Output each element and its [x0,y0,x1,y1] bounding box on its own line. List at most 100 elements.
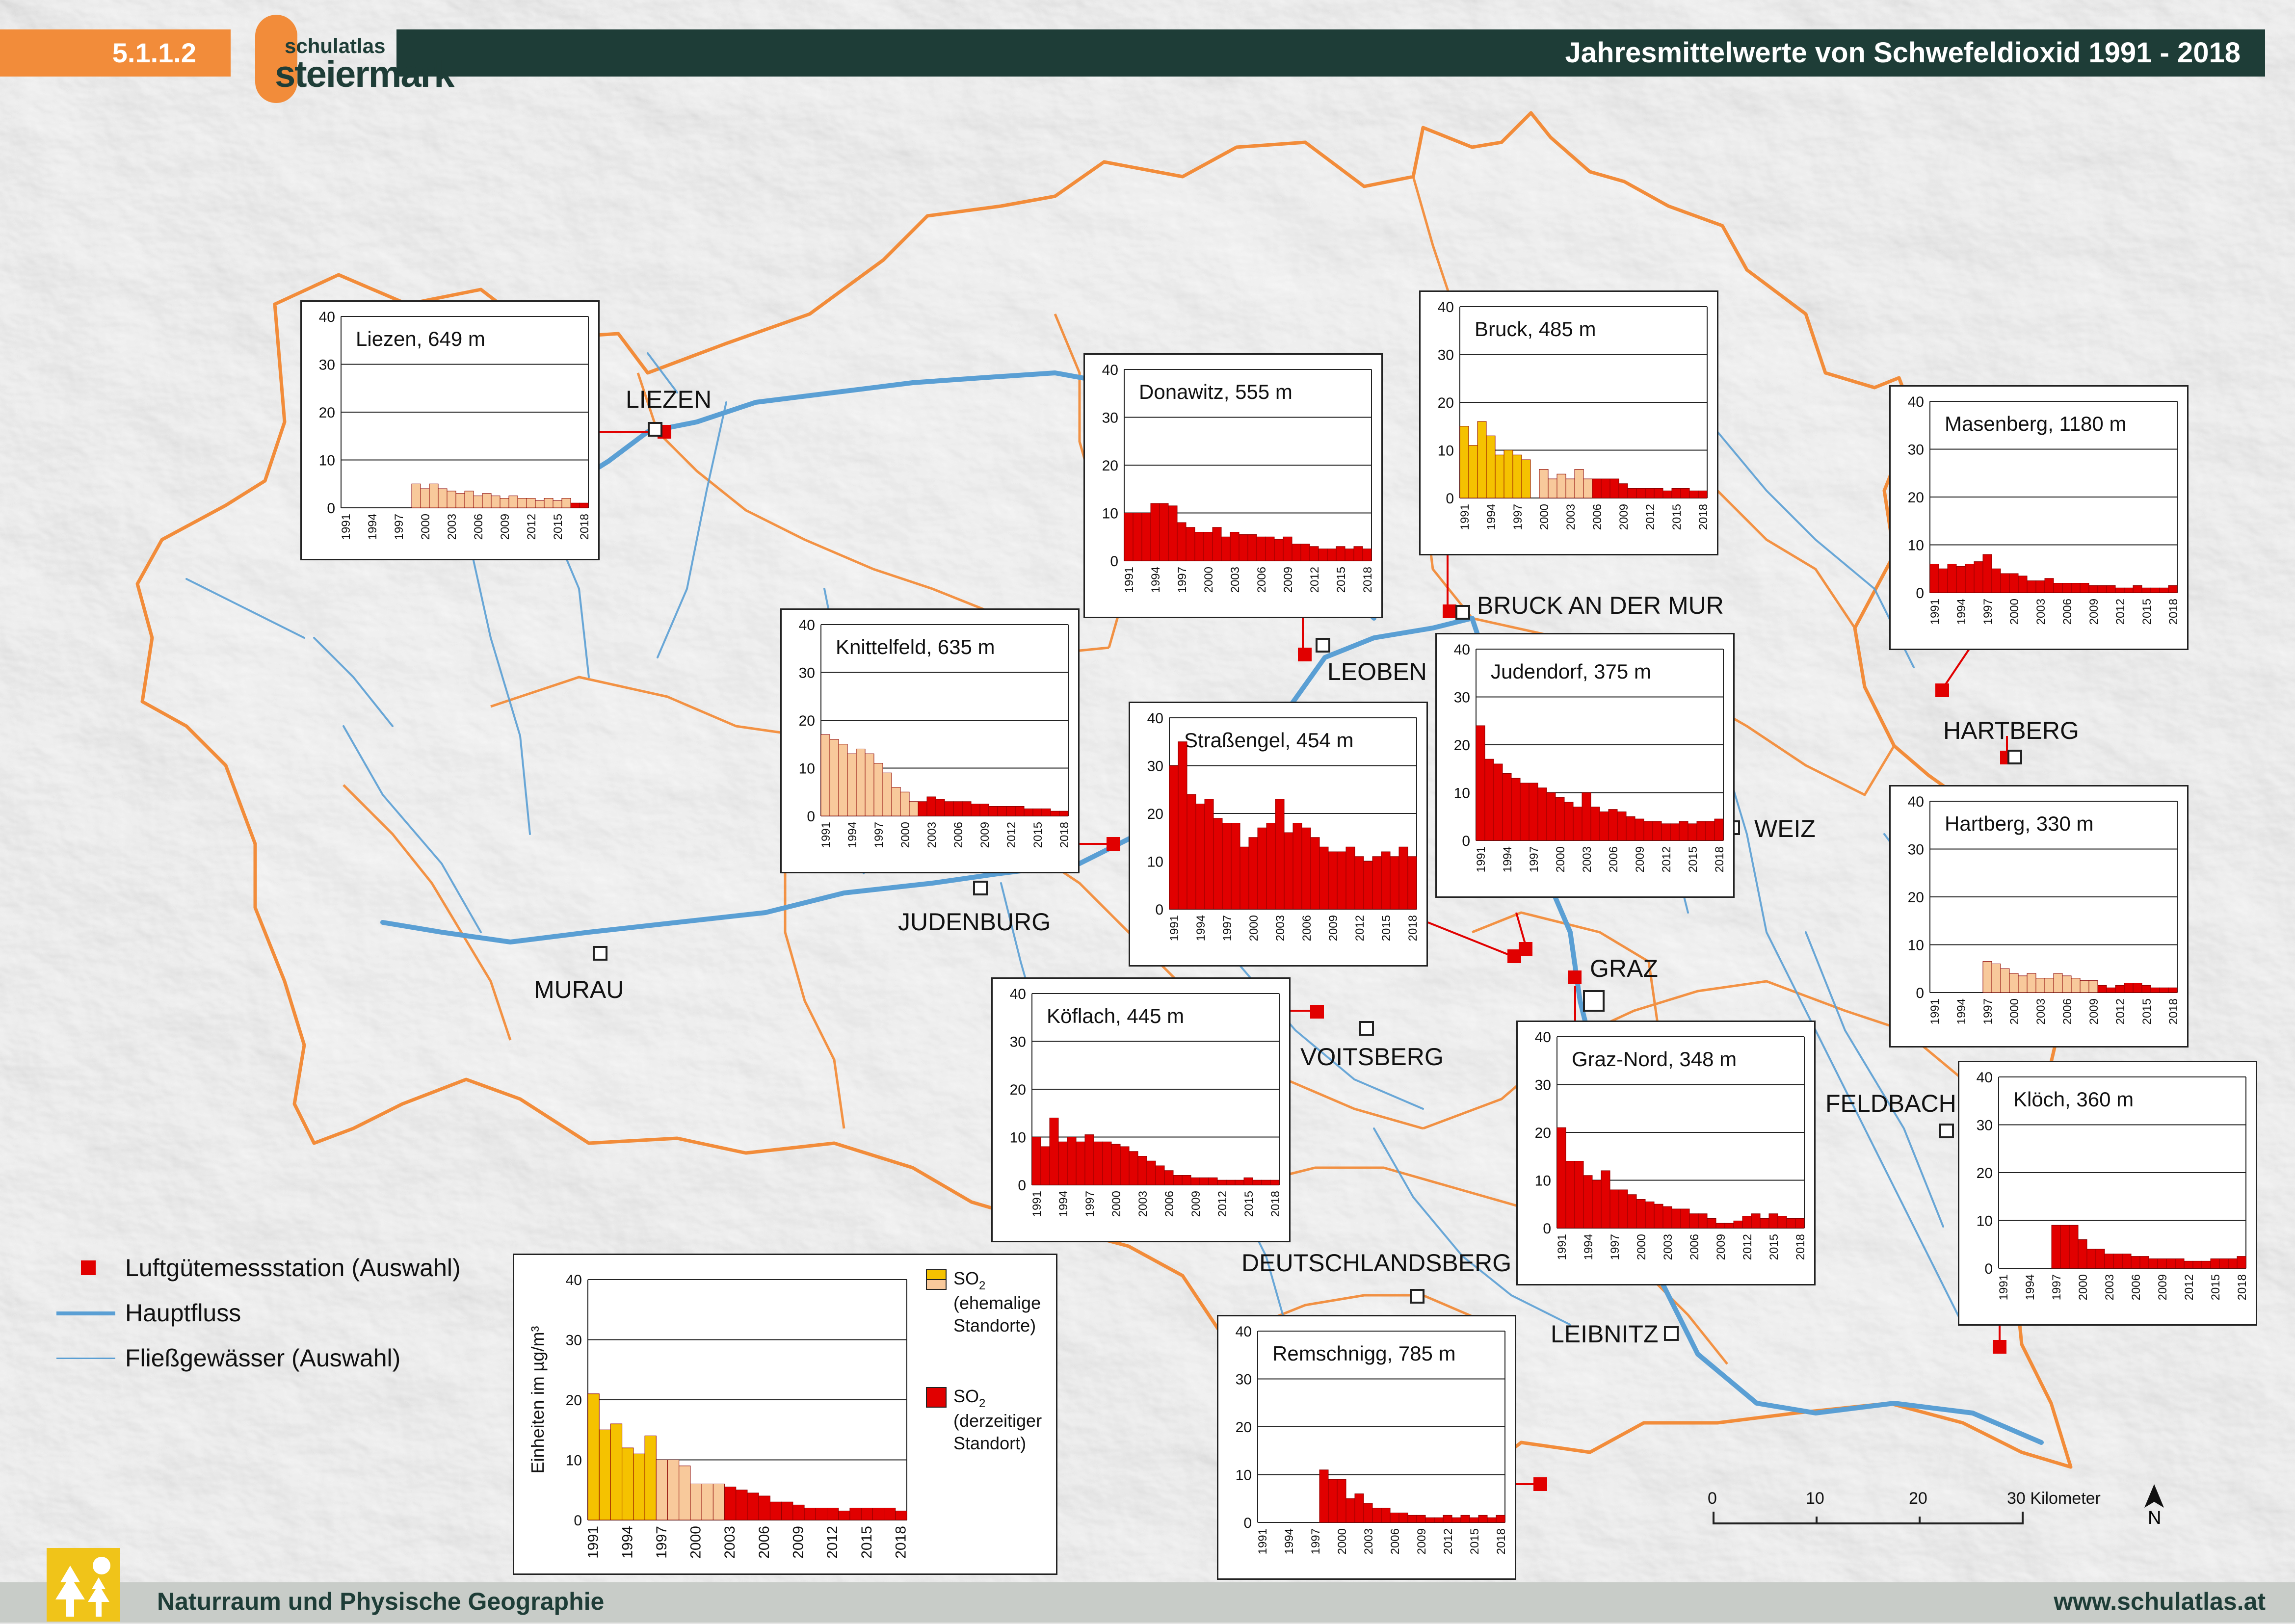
y-tick-label: 30 [1908,842,1924,858]
bar-2009 [1190,1177,1200,1185]
footer-website[interactable]: www.schulatlas.at [2054,1588,2266,1615]
legend-entry-subscript: 2 [979,1397,985,1410]
x-tick-label: 1991 [1928,998,1942,1024]
city-label-murau: MURAU [534,976,624,1003]
x-tick-label: 2006 [1255,567,1268,593]
y-tick-label: 40 [1535,1029,1551,1046]
legend-entry-title: SO2 [953,1268,985,1292]
x-tick-label: 1991 [819,822,833,848]
chart-donawitz-plot: Donawitz, 555 m 0 10 20 30 40 1991 1994 1997 2000… [1102,362,1374,593]
y-tick-label: 0 [1110,553,1118,570]
bar-2015 [553,500,562,508]
x-tick-label: 1991 [1123,567,1136,593]
y-tick-label: 0 [1916,585,1924,602]
bar-1993 [1477,421,1487,498]
bar-2001 [1564,802,1574,841]
legend-entry-line: Standort) [953,1433,1026,1453]
x-tick-label: 2009 [1415,1528,1428,1554]
x-tick-label: 1991 [1458,504,1472,530]
bar-2002 [2027,973,2036,993]
bar-1999 [2000,968,2010,993]
chart-liezen-plot: Liezen, 649 m 0 10 20 30 40 1991 1994 1997 2000 20… [319,309,591,540]
bar-2002 [1266,823,1276,910]
chart-koeflach-plot: Köflach, 445 m 0 10 20 30 40 1991 1994 1997 2000 2… [1010,986,1282,1217]
bar-1998 [1186,527,1195,561]
bar-2014 [1460,1515,1470,1523]
bar-1998 [1991,568,2001,593]
x-tick-label: 2012 [2183,1274,2196,1300]
bar-2011 [2106,987,2116,993]
bar-2015 [1671,488,1681,498]
bar-2011 [1636,488,1646,498]
bar-2017 [1487,1517,1497,1523]
x-tick-label: 2012 [1644,504,1657,530]
bar-2012 [1443,1515,1452,1523]
x-tick-label: 1991 [1997,1274,2010,1300]
bar-2017 [2159,987,2169,993]
x-tick-label: 1994 [1283,1528,1296,1554]
bar-2002 [2027,580,2036,593]
logo-big-text: steiermark [275,53,454,95]
bar-2007 [769,1501,782,1520]
legend-entry-line: (ehemalige [953,1293,1041,1313]
bar-2013 [535,500,545,508]
bar-2009 [1328,851,1338,910]
x-tick-label: 2012 [1741,1234,1754,1260]
y-tick-label: 40 [1102,362,1118,378]
chart-bruck: Bruck, 485 m 0 10 20 30 40 1991 1994 1997 2000 200… [1419,290,1718,555]
bar-2007 [962,801,972,816]
bar-1993 [1947,564,1957,593]
y-tick-label: 10 [1454,786,1470,802]
bar-2014 [1372,856,1382,910]
bar-2013 [1226,1179,1236,1185]
bar-2000 [1248,837,1258,910]
y-tick-label: 20 [319,405,335,421]
bar-1998 [882,772,892,816]
bar-2006 [1164,1170,1174,1185]
bar-1999 [679,1466,691,1520]
y-tick-label: 10 [566,1453,582,1469]
bar-2005 [2122,1254,2132,1269]
bar-1992 [829,739,839,816]
chart-knittelfeld-plot: Knittelfeld, 635 m 0 10 20 30 40 1991 1994 1997 2… [799,617,1071,848]
y-tick-label: 10 [1010,1130,1026,1146]
bar-2000 [1337,1479,1346,1523]
north-label: N [2148,1508,2162,1528]
bar-2017 [1261,1179,1271,1185]
chart-title: Klöch, 360 m [2013,1088,2134,1111]
x-tick-label: 2009 [790,1526,806,1559]
x-tick-label: 2009 [2156,1274,2169,1300]
bar-1996 [644,1436,657,1520]
bar-2016 [2219,1258,2229,1269]
bar-1995 [1965,564,1975,593]
x-tick-label: 2009 [1715,1234,1728,1260]
y-tick-label: 20 [1236,1419,1252,1436]
bar-2012 [1742,1216,1752,1229]
x-tick-label: 2003 [1274,915,1287,941]
bar-1999 [1194,532,1204,561]
x-tick-label: 1997 [393,514,406,540]
bar-2011 [1345,846,1355,910]
x-tick-label: 1994 [1582,1234,1595,1260]
bar-2005 [1583,478,1593,498]
bar-2003 [1565,478,1575,498]
bar-2009 [792,1504,805,1520]
bar-2004 [1590,807,1600,841]
bar-2018 [2168,987,2178,993]
bar-2007 [2139,1256,2149,1269]
bar-2016 [872,1508,885,1520]
y-tick-label: 10 [1535,1173,1551,1189]
chart-title: Hartberg, 330 m [1945,812,2093,835]
bar-2008 [2080,980,2089,993]
bar-2002 [1654,1204,1663,1229]
bar-2011 [517,498,527,508]
bar-2011 [2106,585,2116,593]
x-tick-label: 1991 [1556,1234,1569,1260]
y-tick-label: 40 [1977,1070,1993,1086]
bar-2010 [1627,488,1637,498]
y-tick-label: 0 [1543,1221,1551,1237]
y-tick-label: 30 [1908,442,1924,458]
bar-1996 [1213,818,1223,910]
x-tick-label: 2012 [2114,998,2127,1024]
y-tick-label: 20 [1010,1082,1026,1098]
